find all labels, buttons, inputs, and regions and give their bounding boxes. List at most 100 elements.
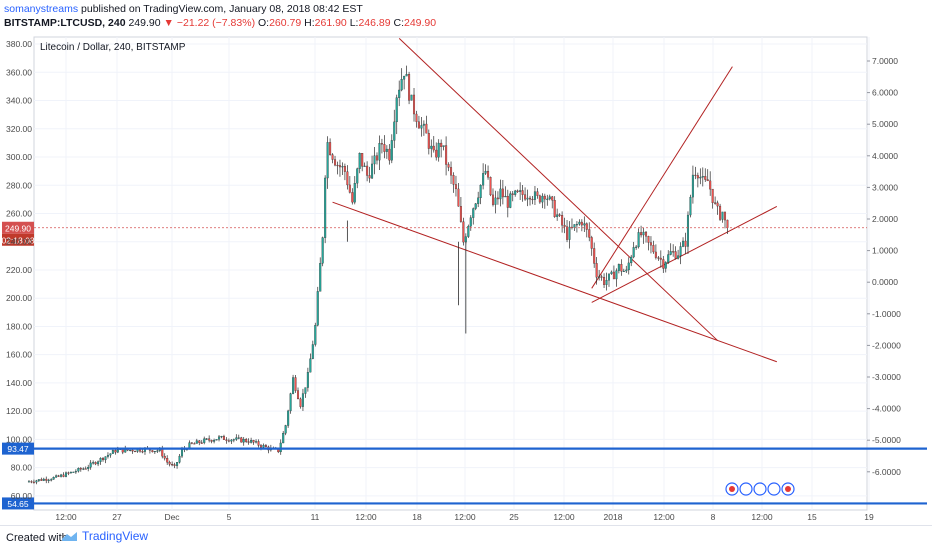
last-price: 249.90 xyxy=(128,17,161,29)
event-icons[interactable] xyxy=(725,482,795,496)
candle-body xyxy=(553,200,556,217)
candle-body xyxy=(612,271,615,280)
candle-body xyxy=(625,269,628,272)
candle-body xyxy=(37,479,40,481)
plot-area[interactable] xyxy=(33,36,868,511)
y-tick-label: 360.00 xyxy=(6,67,32,77)
candle-body xyxy=(696,175,699,179)
candle-body xyxy=(432,145,435,151)
candle-body xyxy=(538,195,541,203)
candle-body xyxy=(131,449,134,452)
candle-body xyxy=(672,251,675,253)
candle-body xyxy=(225,439,228,441)
candle-body xyxy=(479,184,482,199)
y-tick-label: 100.00 xyxy=(6,434,32,444)
candle-body xyxy=(35,480,38,483)
candle-body xyxy=(346,171,349,186)
candle-body xyxy=(519,190,522,192)
author-link[interactable]: somanystreams xyxy=(4,3,79,15)
candle-body xyxy=(215,439,218,441)
candle-body xyxy=(669,251,672,255)
candle-body xyxy=(494,197,497,205)
support-label-bg xyxy=(2,442,34,455)
candle-body xyxy=(511,193,514,195)
x-tick-label: 2018 xyxy=(604,512,623,522)
tradingview-brand[interactable]: TradingView xyxy=(62,529,148,543)
candle-body xyxy=(301,393,304,407)
candle-body xyxy=(252,440,255,443)
candle-body xyxy=(334,159,337,166)
candle-body xyxy=(289,393,292,412)
candle-body xyxy=(205,438,208,440)
candle-body xyxy=(153,450,156,453)
candle-body xyxy=(440,142,443,147)
candle-body xyxy=(605,280,608,285)
symbol-name: BITSTAMP:LTCUSD, 240 xyxy=(4,17,126,29)
candle-body xyxy=(477,197,480,204)
candle-body xyxy=(104,456,107,461)
y2-tick-label: -6.0000 xyxy=(872,467,901,477)
candle-body xyxy=(701,176,704,178)
candle-body xyxy=(420,125,423,129)
support-label: 54.65 xyxy=(7,499,29,509)
candle-body xyxy=(141,451,144,453)
candle-body xyxy=(430,145,433,149)
candle-body xyxy=(415,113,418,122)
candle-body xyxy=(654,251,657,258)
candle-body xyxy=(410,94,413,101)
candle-body xyxy=(398,89,401,98)
candle-body xyxy=(264,445,267,448)
candle-body xyxy=(208,438,211,441)
candle-body xyxy=(245,439,248,442)
close-value: 249.90 xyxy=(404,17,437,29)
candle-body xyxy=(558,214,561,216)
candle-body xyxy=(84,468,87,470)
candle-body xyxy=(714,202,717,204)
candle-body xyxy=(151,450,154,453)
x-tick-label: 12:00 xyxy=(751,512,773,522)
event-icon[interactable] xyxy=(753,482,767,496)
axes: 380.00 360.00 340.00 320.00 300.00 280.00 260.… xyxy=(6,39,901,522)
brand-label: TradingView xyxy=(82,529,149,543)
candle-body xyxy=(427,133,430,149)
x-tick-label: 15 xyxy=(807,512,817,522)
candle-body xyxy=(487,170,490,178)
candle-body xyxy=(67,472,70,474)
candle-body xyxy=(109,453,112,456)
x-tick-label: Dec xyxy=(164,512,180,522)
x-tick-label: 18 xyxy=(412,512,422,522)
candle-body xyxy=(230,439,233,442)
candle-body xyxy=(299,398,302,407)
candle-body xyxy=(524,194,527,200)
price-label: 249.90 xyxy=(5,223,31,233)
candle-body xyxy=(462,221,465,243)
candle-body xyxy=(173,464,176,466)
candle-body xyxy=(55,475,58,478)
candle-body xyxy=(491,194,495,205)
x-tick-label: 12:00 xyxy=(454,512,476,522)
event-icon[interactable] xyxy=(767,482,781,496)
candle-body xyxy=(375,155,379,161)
grid xyxy=(34,37,870,510)
y2-tick-label: 4.0000 xyxy=(872,151,898,161)
candle-body xyxy=(92,462,95,464)
candle-body xyxy=(474,203,477,209)
candle-body xyxy=(400,79,403,91)
candle-body xyxy=(237,437,240,439)
candle-body xyxy=(161,448,164,457)
candle-body xyxy=(156,450,159,452)
candle-body xyxy=(329,142,332,155)
candle-body xyxy=(371,163,374,179)
candle-body xyxy=(213,440,216,442)
high-label: H: xyxy=(304,17,315,29)
candle-body xyxy=(390,140,393,161)
candle-body xyxy=(496,197,499,200)
price-chart[interactable]: 93.47 54.65 249.90 02:18:08 380.00 360.00 340… xyxy=(0,0,932,525)
candle-body xyxy=(667,254,670,263)
event-icon[interactable] xyxy=(739,482,753,496)
candle-body xyxy=(711,188,714,203)
candle-body xyxy=(442,145,445,147)
y-tick-label: 320.00 xyxy=(6,124,32,134)
x-tick-label: 12:00 xyxy=(653,512,675,522)
candle-body xyxy=(178,455,181,463)
